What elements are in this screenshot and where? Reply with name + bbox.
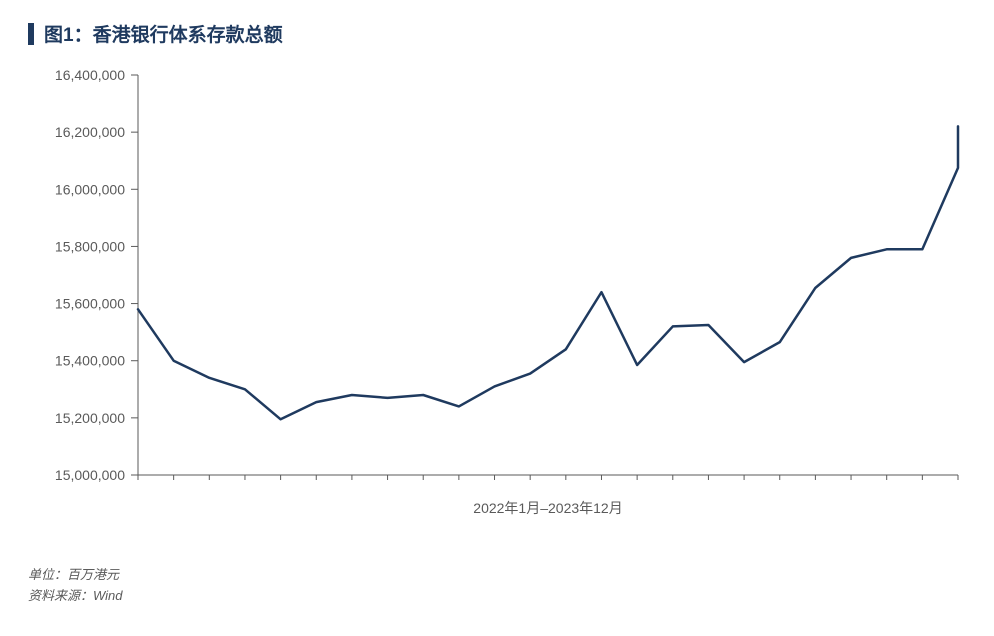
chart-footnotes: 单位：百万港元 资料来源：Wind: [28, 565, 966, 607]
svg-text:16,200,000: 16,200,000: [55, 124, 125, 140]
svg-text:16,000,000: 16,000,000: [55, 181, 125, 197]
chart-svg: 15,000,000 15,200,000 15,400,000 15,600,000…: [28, 65, 966, 535]
svg-text:15,600,000: 15,600,000: [55, 296, 125, 312]
svg-text:15,000,000: 15,000,000: [55, 467, 125, 483]
svg-text:2022年1月–2023年12月: 2022年1月–2023年12月: [473, 500, 622, 516]
svg-text:15,200,000: 15,200,000: [55, 410, 125, 426]
chart-title-row: 图1：香港银行体系存款总额: [28, 20, 966, 47]
svg-text:15,400,000: 15,400,000: [55, 353, 125, 369]
footnote-source: 资料来源：Wind: [28, 586, 966, 607]
title-main: 香港银行体系存款总额: [93, 25, 283, 46]
title-prefix: 图1：: [44, 25, 93, 46]
chart-title: 图1：香港银行体系存款总额: [44, 20, 283, 47]
footnote-unit: 单位：百万港元: [28, 565, 966, 586]
line-chart: 15,000,000 15,200,000 15,400,000 15,600,000…: [28, 65, 966, 535]
svg-text:15,800,000: 15,800,000: [55, 238, 125, 254]
title-accent-bar: [28, 23, 34, 45]
svg-text:16,400,000: 16,400,000: [55, 67, 125, 83]
